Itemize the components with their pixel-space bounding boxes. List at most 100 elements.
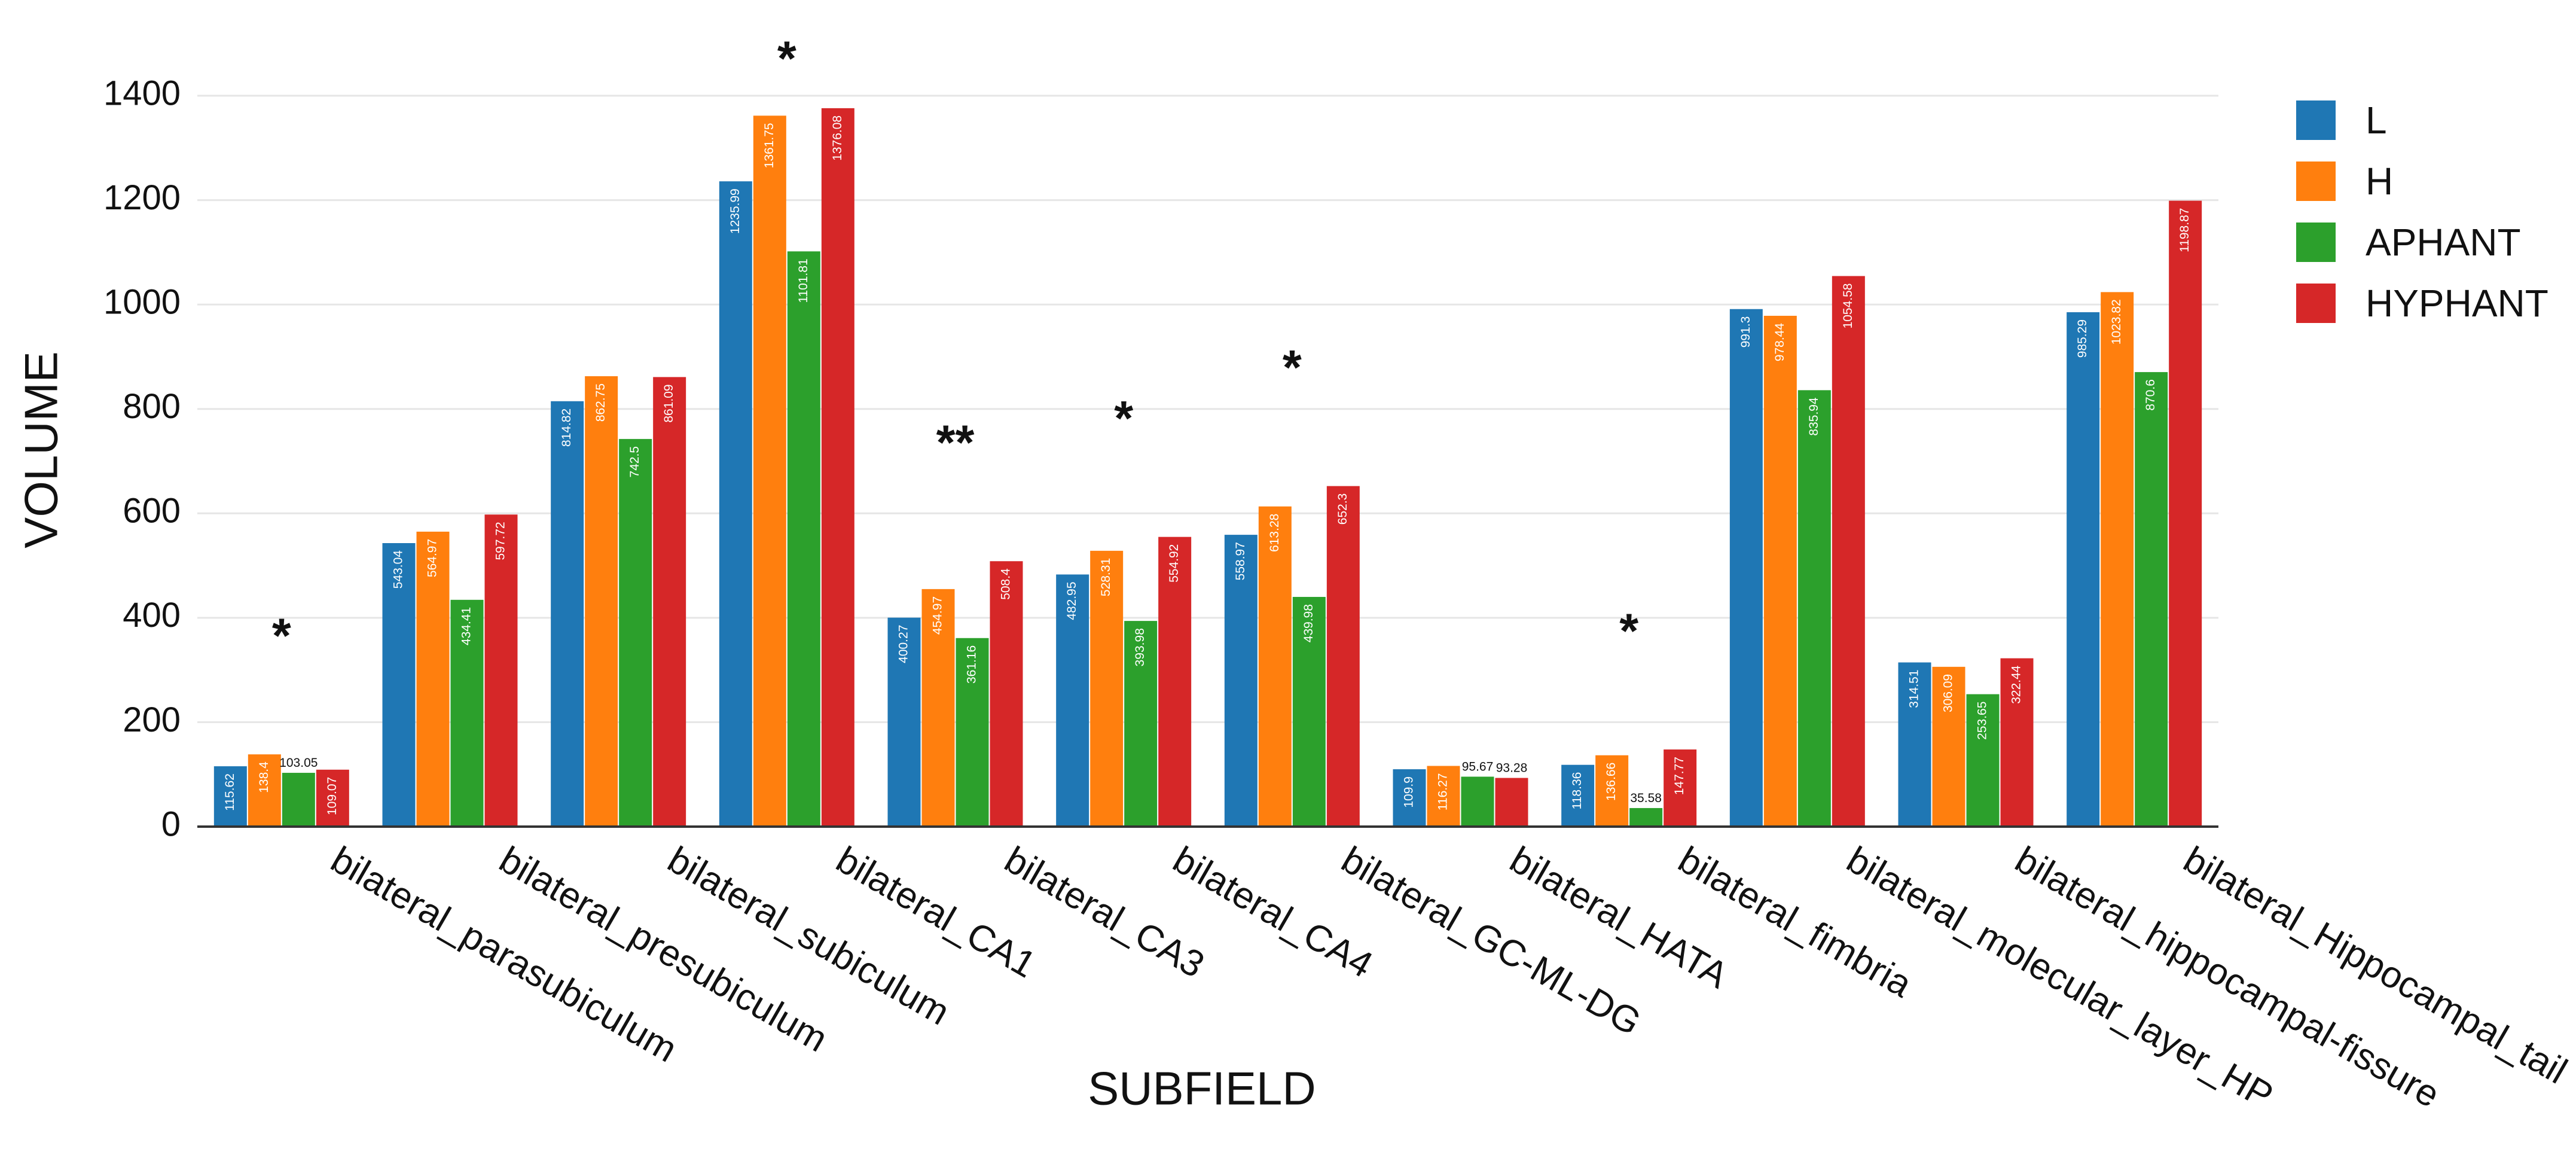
value-label-hyphant-bilateral-parasubiculum: 109.07 <box>325 777 339 815</box>
bar-l-bilateral-parasubiculum <box>213 766 247 827</box>
value-label-hyphant-bilateral-gc-ml-dg: 652.3 <box>1336 493 1350 525</box>
value-label-h-bilateral-hippocampal-tail: 1023.82 <box>2110 299 2123 345</box>
legend-label-h: H <box>2366 160 2394 203</box>
legend-label-hyphant: HYPHANT <box>2366 282 2548 325</box>
value-label-l-bilateral-presubiculum: 543.04 <box>392 550 405 589</box>
significance-marker-bilateral-ca1: * <box>777 32 796 86</box>
value-label-l-bilateral-parasubiculum: 115.62 <box>223 773 237 811</box>
bar-l-bilateral-presubiculum <box>382 543 416 827</box>
grid-lines <box>197 95 2218 723</box>
value-label-hyphant-bilateral-ca1: 1376.08 <box>831 115 844 161</box>
bar-hyphant-bilateral-subiculum <box>653 377 686 827</box>
bar-hyphant-bilateral-hata <box>1495 778 1528 827</box>
value-label-l-bilateral-gc-ml-dg: 558.97 <box>1234 542 1247 580</box>
value-label-hyphant-bilateral-fimbria: 147.77 <box>1672 757 1686 795</box>
value-label-l-bilateral-molecular-layer-hp: 991.3 <box>1739 316 1753 348</box>
bar-aphant-bilateral-ca3 <box>956 638 989 827</box>
value-label-aphant-bilateral-gc-ml-dg: 439.98 <box>1302 604 1316 642</box>
value-label-l-bilateral-subiculum: 814.82 <box>560 409 573 447</box>
bar-hyphant-bilateral-ca1 <box>821 108 854 827</box>
significance-marker-bilateral-ca3: ** <box>936 416 975 470</box>
legend-swatch-l <box>2296 100 2336 140</box>
bar-l-bilateral-hippocampal-fissure <box>1898 662 1931 827</box>
bar-aphant-bilateral-fimbria <box>1629 807 1663 827</box>
legend-label-l: L <box>2366 99 2387 142</box>
bar-hyphant-bilateral-parasubiculum <box>316 769 349 827</box>
bar-h-bilateral-parasubiculum <box>248 754 281 827</box>
bar-h-bilateral-hata <box>1427 766 1460 827</box>
value-label-h-bilateral-gc-ml-dg: 613.28 <box>1268 514 1281 552</box>
value-label-h-bilateral-hippocampal-fissure: 306.09 <box>1942 674 1955 712</box>
value-label-aphant-bilateral-fimbria: 35.58 <box>1630 791 1662 805</box>
bar-value-labels: 115.62 138.4 103.05 109.07 543.04 564.97 434.4… <box>223 115 2192 815</box>
legend-item-hyphant: HYPHANT <box>2296 273 2548 334</box>
value-label-l-bilateral-hippocampal-tail: 985.29 <box>2076 319 2089 358</box>
value-label-h-bilateral-molecular-layer-hp: 978.44 <box>1773 323 1787 362</box>
bar-h-bilateral-hippocampal-fissure <box>1932 666 1965 827</box>
y-tick-label-800: 800 <box>123 387 181 426</box>
value-label-l-bilateral-ca4: 482.95 <box>1065 581 1079 620</box>
bar-hyphant-bilateral-gc-ml-dg <box>1326 486 1360 827</box>
bar-aphant-bilateral-ca4 <box>1124 621 1158 827</box>
value-label-hyphant-bilateral-presubiculum: 597.72 <box>494 522 508 560</box>
value-label-aphant-bilateral-parasubiculum: 103.05 <box>279 756 318 770</box>
significance-marker-bilateral-parasubiculum: * <box>272 609 291 663</box>
x-tick-label-bilateral-subiculum: bilateral_subiculum <box>661 839 956 1033</box>
value-label-aphant-bilateral-hata: 95.67 <box>1462 760 1494 773</box>
bar-hyphant-bilateral-hippocampal-fissure <box>2000 658 2034 827</box>
value-label-h-bilateral-parasubiculum: 138.4 <box>257 761 271 793</box>
y-tick-label-1000: 1000 <box>103 282 181 321</box>
y-tick-label-400: 400 <box>123 596 181 635</box>
bar-hyphant-bilateral-ca4 <box>1158 537 1192 827</box>
bar-h-bilateral-ca4 <box>1090 550 1124 827</box>
legend: L H APHANT HYPHANT <box>2296 90 2548 334</box>
bar-l-bilateral-gc-ml-dg <box>1224 535 1258 827</box>
legend-swatch-h <box>2296 161 2336 201</box>
bar-l-bilateral-hippocampal-tail <box>2067 312 2100 827</box>
value-label-hyphant-bilateral-hata: 93.28 <box>1496 761 1528 775</box>
bar-h-bilateral-subiculum <box>585 376 618 827</box>
value-label-h-bilateral-hata: 116.27 <box>1436 773 1450 811</box>
value-label-aphant-bilateral-presubiculum: 434.41 <box>460 607 474 645</box>
bar-l-bilateral-molecular-layer-hp <box>1729 309 1763 827</box>
bar-l-bilateral-fimbria <box>1561 764 1595 827</box>
bar-h-bilateral-molecular-layer-hp <box>1763 315 1797 827</box>
y-tick-label-1200: 1200 <box>103 178 181 217</box>
value-label-aphant-bilateral-molecular-layer-hp: 835.94 <box>1807 397 1821 436</box>
legend-item-aphant: APHANT <box>2296 212 2548 273</box>
value-label-hyphant-bilateral-hippocampal-tail: 1198.87 <box>2178 208 2192 252</box>
bar-h-bilateral-hippocampal-tail <box>2101 292 2134 827</box>
value-label-h-bilateral-subiculum: 862.75 <box>594 383 608 422</box>
value-label-hyphant-bilateral-molecular-layer-hp: 1054.58 <box>1841 284 1855 329</box>
value-label-h-bilateral-ca4: 528.31 <box>1099 558 1113 596</box>
bar-aphant-bilateral-gc-ml-dg <box>1292 596 1326 827</box>
legend-item-h: H <box>2296 151 2548 212</box>
value-label-h-bilateral-presubiculum: 564.97 <box>426 539 439 577</box>
bar-aphant-bilateral-subiculum <box>619 438 652 827</box>
significance-marker-bilateral-ca4: * <box>1114 392 1133 446</box>
y-tick-label-600: 600 <box>123 492 181 531</box>
x-tick-label-bilateral-gc-ml-dg: bilateral_GC-ML-DG <box>1335 839 1648 1043</box>
value-label-aphant-bilateral-subiculum: 742.5 <box>628 446 642 478</box>
value-label-h-bilateral-ca3: 454.97 <box>931 596 945 635</box>
y-tick-label-0: 0 <box>161 804 181 843</box>
bar-h-bilateral-gc-ml-dg <box>1258 506 1292 827</box>
value-label-hyphant-bilateral-ca3: 508.4 <box>999 568 1013 600</box>
value-label-l-bilateral-ca1: 1235.99 <box>728 188 742 234</box>
bar-l-bilateral-subiculum <box>551 401 584 827</box>
x-axis-title: SUBFIELD <box>1088 1062 1316 1115</box>
bar-aphant-bilateral-hippocampal-fissure <box>1966 694 2000 827</box>
significance-markers: **** *** <box>272 32 1638 663</box>
value-label-aphant-bilateral-hippocampal-fissure: 253.65 <box>1976 702 1989 740</box>
value-label-l-bilateral-fimbria: 118.36 <box>1570 772 1584 810</box>
value-label-hyphant-bilateral-ca4: 554.92 <box>1167 544 1181 583</box>
bar-hyphant-bilateral-fimbria <box>1664 749 1697 827</box>
value-label-h-bilateral-ca1: 1361.75 <box>762 123 776 168</box>
bar-aphant-bilateral-ca1 <box>787 251 820 827</box>
value-label-h-bilateral-fimbria: 136.66 <box>1604 763 1618 801</box>
value-label-aphant-bilateral-ca3: 361.16 <box>965 645 979 684</box>
significance-marker-bilateral-gc-ml-dg: * <box>1283 341 1302 395</box>
y-axis-title: VOLUME <box>15 351 68 548</box>
value-label-l-bilateral-ca3: 400.27 <box>897 625 911 663</box>
